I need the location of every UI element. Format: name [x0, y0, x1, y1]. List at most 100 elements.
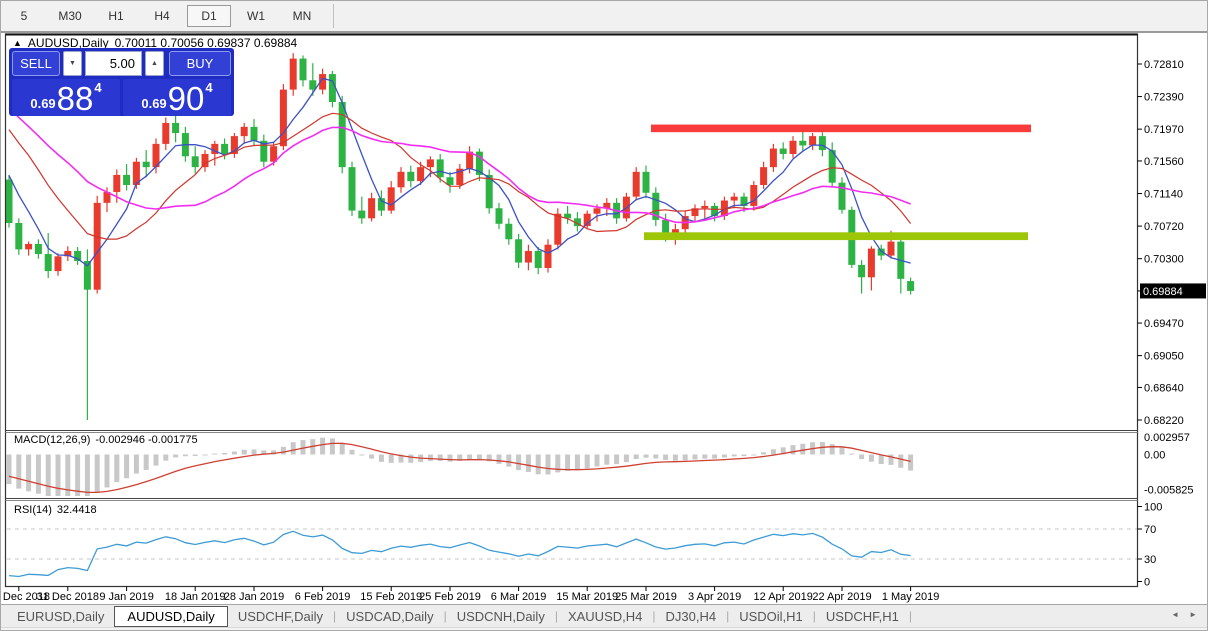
rsi-tick-100: 100	[1144, 502, 1162, 514]
chart-header: ▲ AUDUSD,Daily 0.70011 0.70056 0.69837 0…	[13, 36, 297, 50]
macd-histogram	[6, 437, 914, 496]
volume-increase-button[interactable]: ▲	[145, 51, 164, 76]
timeframe-button-W1[interactable]: W1	[247, 9, 265, 23]
ask-big-digits: 90	[167, 79, 205, 117]
price-tick-0.71970: 0.71970	[1144, 124, 1184, 136]
rsi-value: 32.4418	[56, 504, 97, 516]
ma-fast-line	[8, 77, 911, 267]
price-axis[interactable]: 0.72810 0.72390 0.71970 0.71560 0.71140 0.707…	[1137, 59, 1207, 427]
date-tick-22-Apr-2019: 22 Apr 2019	[812, 591, 871, 603]
chart-tab-EURUSD-Daily[interactable]: EURUSD,Daily	[17, 608, 105, 624]
rsi-tick-0: 0	[1144, 577, 1150, 589]
toolbar-separator	[333, 4, 334, 28]
chart-tab-USDCAD-Daily[interactable]: USDCAD,Daily	[346, 608, 434, 624]
timeframe-toolbar: 5 M30 H1 H4 D1 W1 MN	[1, 1, 1207, 32]
tab-separator: |	[443, 609, 447, 623]
bid-prefix: 0.69	[30, 96, 56, 111]
date-tick-3-Apr-2019: 3 Apr 2019	[688, 591, 741, 603]
support-line[interactable]	[644, 232, 1028, 241]
ask-price[interactable]: 0.69 90 4	[123, 79, 231, 116]
date-tick-21-Dec-2018: 21 Dec 2018	[1, 591, 50, 603]
price-tick-0.70300: 0.70300	[1144, 254, 1184, 266]
macd-name: MACD(12,26,9)	[14, 434, 91, 446]
sell-button[interactable]: SELL	[12, 51, 60, 76]
timeframe-button-MN[interactable]: MN	[292, 9, 312, 23]
chart-tab-USDOil-H1[interactable]: USDOil,H1	[739, 608, 803, 624]
date-tick-31-Dec-2018: 31 Dec 2018	[37, 591, 99, 603]
macd-label: MACD(12,26,9) -0.002946 -0.001775	[14, 434, 198, 446]
tab-separator: |	[908, 609, 912, 623]
price-tick-0.69470: 0.69470	[1144, 318, 1184, 330]
chart-tab-AUDUSD-Daily[interactable]: AUDUSD,Daily	[114, 605, 228, 627]
date-tick-18-Jan-2019: 18 Jan 2019	[165, 591, 226, 603]
bid-price[interactable]: 0.69 88 4	[12, 79, 120, 116]
date-tick-15-Mar-2019: 15 Mar 2019	[556, 591, 618, 603]
timeframe-button-M30[interactable]: M30	[58, 9, 82, 23]
tab-separator: |	[812, 609, 816, 623]
ma-slow-line	[8, 107, 911, 224]
date-tick-28-Jan-2019: 28 Jan 2019	[224, 591, 285, 603]
date-tick-6-Feb-2019: 6 Feb 2019	[295, 591, 351, 603]
date-tick-25-Mar-2019: 25 Mar 2019	[615, 591, 677, 603]
volume-input[interactable]: 5.00	[85, 51, 142, 76]
price-tick-0.70720: 0.70720	[1144, 221, 1184, 233]
price-tick-0.72810: 0.72810	[1144, 59, 1184, 71]
panel-borders	[1, 32, 1207, 588]
bid-big-digits: 88	[56, 79, 94, 117]
macd-tick--0.005825: -0.005825	[1144, 484, 1194, 496]
date-tick-9-Jan-2019: 9 Jan 2019	[99, 591, 153, 603]
one-click-trading-widget: SELL ▼ 5.00 ▲ BUY 0.69 88 4 0.69 90 4	[9, 48, 234, 116]
ask-pip-digit: 4	[205, 80, 213, 95]
timeframe-button-D1[interactable]: D1	[187, 5, 231, 27]
tabs-scroll-right-icon[interactable]: ►	[1189, 610, 1197, 619]
price-tick-0.71560: 0.71560	[1144, 156, 1184, 168]
macd-tick-0.00: 0.00	[1144, 450, 1165, 462]
chart-tab-XAUUSD-H4[interactable]: XAUUSD,H4	[567, 608, 643, 624]
price-tick-0.72390: 0.72390	[1144, 92, 1184, 104]
price-tick-0.68640: 0.68640	[1144, 382, 1184, 394]
bid-pip-digit: 4	[94, 80, 102, 95]
chart-tab-USDCHF-H1[interactable]: USDCHF,H1	[825, 608, 899, 624]
tab-separator: |	[726, 609, 730, 623]
chart-tabs-bar: EURUSD,Daily AUDUSD,Daily USDCHF,Daily | USD…	[1, 604, 1207, 627]
timeframe-button-H4[interactable]: H4	[154, 9, 170, 23]
price-tick-0.69050: 0.69050	[1144, 351, 1184, 363]
tab-separator: |	[333, 609, 337, 623]
rsi-label: RSI(14) 32.4418	[14, 504, 97, 516]
status-strip	[1, 627, 1207, 630]
chart-tab-USDCHF-Daily[interactable]: USDCHF,Daily	[237, 608, 324, 624]
date-tick-12-Apr-2019: 12 Apr 2019	[754, 591, 813, 603]
volume-decrease-button[interactable]: ▼	[63, 51, 82, 76]
price-tick-0.68220: 0.68220	[1144, 415, 1184, 427]
date-tick-6-Mar-2019: 6 Mar 2019	[491, 591, 547, 603]
timeframe-button-H1[interactable]: H1	[108, 9, 124, 23]
macd-signal-line	[8, 442, 911, 494]
rsi-panel	[7, 528, 1138, 578]
tab-separator: |	[652, 609, 656, 623]
ask-prefix: 0.69	[141, 96, 167, 111]
rsi-tick-30: 30	[1144, 554, 1156, 566]
timeframe-button-5[interactable]: 5	[20, 9, 28, 23]
rsi-line	[8, 530, 911, 578]
tabs-scroll-left-icon[interactable]: ◄	[1171, 610, 1180, 619]
chart-tab-USDCNH-Daily[interactable]: USDCNH,Daily	[456, 608, 545, 624]
date-tick-1-May-2019: 1 May 2019	[882, 591, 939, 603]
price-tick-0.71140: 0.71140	[1144, 189, 1183, 201]
buy-button[interactable]: BUY	[169, 51, 231, 76]
chart-symbol-title: AUDUSD,Daily	[27, 36, 109, 50]
indicator-axes: 0.002957 0.00 -0.005825 100 70 30 0	[1137, 432, 1194, 589]
date-tick-15-Feb-2019: 15 Feb 2019	[360, 591, 422, 603]
current-price-label: 0.69884	[1143, 286, 1183, 298]
tab-separator: |	[554, 609, 558, 623]
macd-values: -0.002946 -0.001775	[95, 434, 198, 446]
macd-tick-0.002957: 0.002957	[1144, 432, 1190, 444]
chart-ohlc-values: 0.70011 0.70056 0.69837 0.69884	[114, 36, 298, 50]
current-price-badge	[1140, 283, 1206, 299]
chart-tab-DJ30-H4[interactable]: DJ30,H4	[665, 608, 717, 624]
chart-expand-icon[interactable]: ▲	[13, 37, 22, 48]
resistance-line[interactable]	[651, 124, 1031, 133]
rsi-name: RSI(14)	[14, 504, 52, 516]
tab-scroll-arrows: ◄ ►	[1171, 610, 1197, 619]
